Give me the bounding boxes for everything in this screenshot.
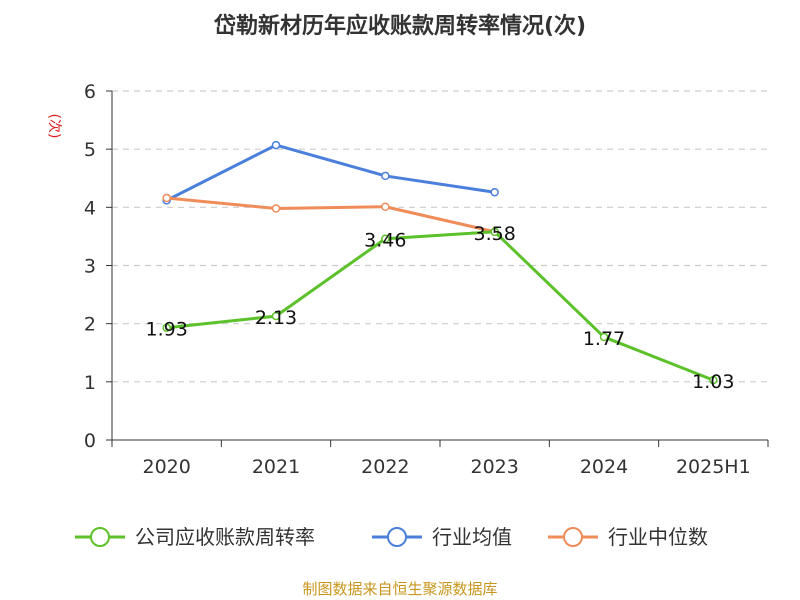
data-point bbox=[271, 140, 281, 150]
legend-marker bbox=[90, 527, 110, 547]
data-point bbox=[271, 311, 281, 321]
chart-title: 岱勒新材历年应收账款周转率情况(次) bbox=[213, 13, 586, 39]
data-point bbox=[709, 375, 718, 385]
series-line bbox=[166, 196, 496, 234]
x-tick-label: 2021 bbox=[252, 456, 300, 478]
y-tick-label: 3 bbox=[84, 256, 96, 278]
series-group bbox=[162, 140, 718, 385]
data-point bbox=[599, 332, 609, 342]
data-point bbox=[490, 227, 499, 237]
data-label: 1.03 bbox=[692, 371, 734, 393]
data-point bbox=[381, 234, 390, 243]
x-tick-label: 2022 bbox=[361, 456, 409, 478]
legend-label: 公司应收账款周转率 bbox=[135, 525, 315, 549]
legend-marker bbox=[387, 527, 407, 547]
data-point bbox=[162, 323, 171, 332]
source-note: 制图数据来自恒生聚源数据库 bbox=[302, 580, 497, 598]
y-tick-label: 4 bbox=[84, 197, 96, 219]
data-label: 2.13 bbox=[255, 307, 297, 329]
data-point bbox=[162, 193, 171, 203]
y-axis-label: (次) bbox=[46, 114, 62, 139]
data-label: 3.58 bbox=[474, 223, 516, 245]
series-line bbox=[165, 143, 495, 202]
y-tick-label: 6 bbox=[84, 81, 96, 103]
data-labels: 1.93 2.13 3.46 3.58 1.77 1.03 bbox=[146, 223, 735, 393]
data-label: 3.46 bbox=[364, 230, 406, 252]
x-tick-label: 2020 bbox=[142, 456, 190, 478]
legend-label: 行业中位数 bbox=[608, 525, 708, 549]
data-label: 1.93 bbox=[146, 319, 188, 341]
legend-label: 行业均值 bbox=[432, 525, 512, 549]
y-tick-label: 5 bbox=[84, 139, 96, 161]
x-tick-label: 2023 bbox=[470, 456, 518, 478]
data-label: 1.77 bbox=[583, 328, 625, 350]
legend[interactable]: 公司应收账款周转率 行业均值 行业中位数 bbox=[75, 525, 708, 549]
x-tick-label: 2024 bbox=[580, 456, 628, 478]
y-tick-label: 1 bbox=[84, 372, 96, 394]
data-point bbox=[271, 204, 281, 213]
x-tick-label: 2025H1 bbox=[676, 456, 751, 478]
y-tick-label: 0 bbox=[84, 430, 96, 452]
series-line bbox=[166, 230, 714, 382]
data-point bbox=[381, 171, 390, 181]
y-tick-label: 2 bbox=[84, 314, 96, 336]
axes: 0 1 2 3 4 5 6 2020 2021 2022 2023 2024 2025H1 bbox=[84, 81, 769, 478]
data-point bbox=[490, 187, 499, 197]
legend-marker bbox=[563, 527, 583, 547]
data-point bbox=[381, 202, 390, 212]
